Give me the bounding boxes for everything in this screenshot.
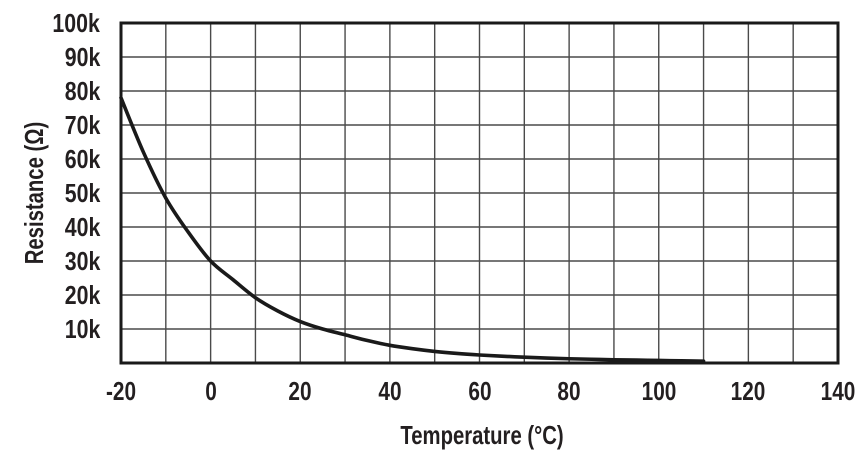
y-tick-label: 80k (64, 76, 100, 106)
y-axis-title: Resistance (Ω) (19, 121, 49, 265)
x-tick-label: -20 (105, 376, 137, 406)
x-tick-label: 40 (378, 376, 402, 406)
plot-border (119, 21, 840, 365)
x-tick-label: 80 (557, 376, 581, 406)
y-tick-label: 100k (52, 8, 100, 38)
resistance-curve (119, 96, 706, 363)
y-tick-label: 20k (64, 280, 100, 310)
x-tick-label: 0 (204, 376, 217, 406)
x-tick-label: 20 (288, 376, 312, 406)
y-tick-label: 40k (64, 212, 100, 242)
y-tick-label: 30k (64, 246, 100, 276)
y-tick-label: 10k (64, 314, 100, 344)
x-tick-label: 120 (731, 376, 766, 406)
y-tick-label: 50k (64, 178, 100, 208)
x-tick-label: 60 (467, 376, 492, 406)
y-tick-label: 70k (64, 110, 100, 140)
y-tick-label: 90k (64, 42, 100, 72)
x-tick-label: 100 (641, 376, 677, 406)
x-axis-title: Temperature (°C) (400, 420, 564, 450)
x-tick-label: 140 (820, 376, 856, 406)
y-tick-label: 60k (64, 144, 100, 174)
